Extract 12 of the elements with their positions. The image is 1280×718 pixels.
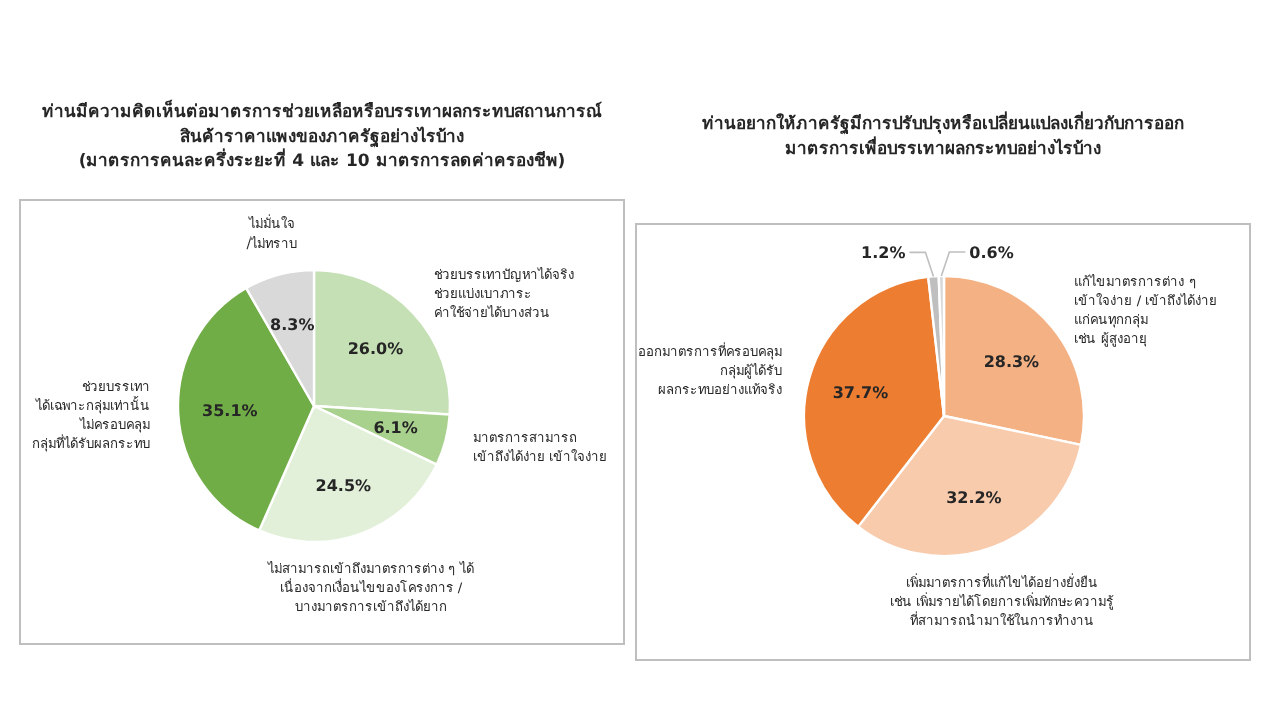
data-label: 37.7% (832, 384, 889, 403)
data-label: 1.2% (861, 244, 906, 262)
data-label: 35.1% (202, 402, 258, 421)
title: ท่านมีความคิดเห็นต่อมาตรการช่วยเหลือหรือบรรเทาผลกระทบสถานการณ์ สินค้าราคาแพงของภาครัฐอย่างไรบ้าง (มาตรการคนละครึ่งระยะที่ 4 และ 10 มาตรการลดค่าครองชีพ) (42, 103, 602, 173)
title: ท่านอยากให้ภาครัฐมีการปรับปรุงหรือเปลี่ยนแปลงเกี่ยวกับการออก มาตรการเพื่อบรรเทาผลกระทบอย่างไรบ้าง (702, 115, 1184, 160)
data-label: 0.6% (969, 243, 1014, 262)
data-label: 28.3% (983, 352, 1040, 371)
data-label: 32.2% (946, 489, 1002, 508)
data-label: 8.3% (270, 316, 315, 335)
data-label: 26.0% (347, 339, 404, 358)
data-label: 6.1% (373, 418, 418, 437)
data-label: 24.5% (315, 476, 372, 495)
